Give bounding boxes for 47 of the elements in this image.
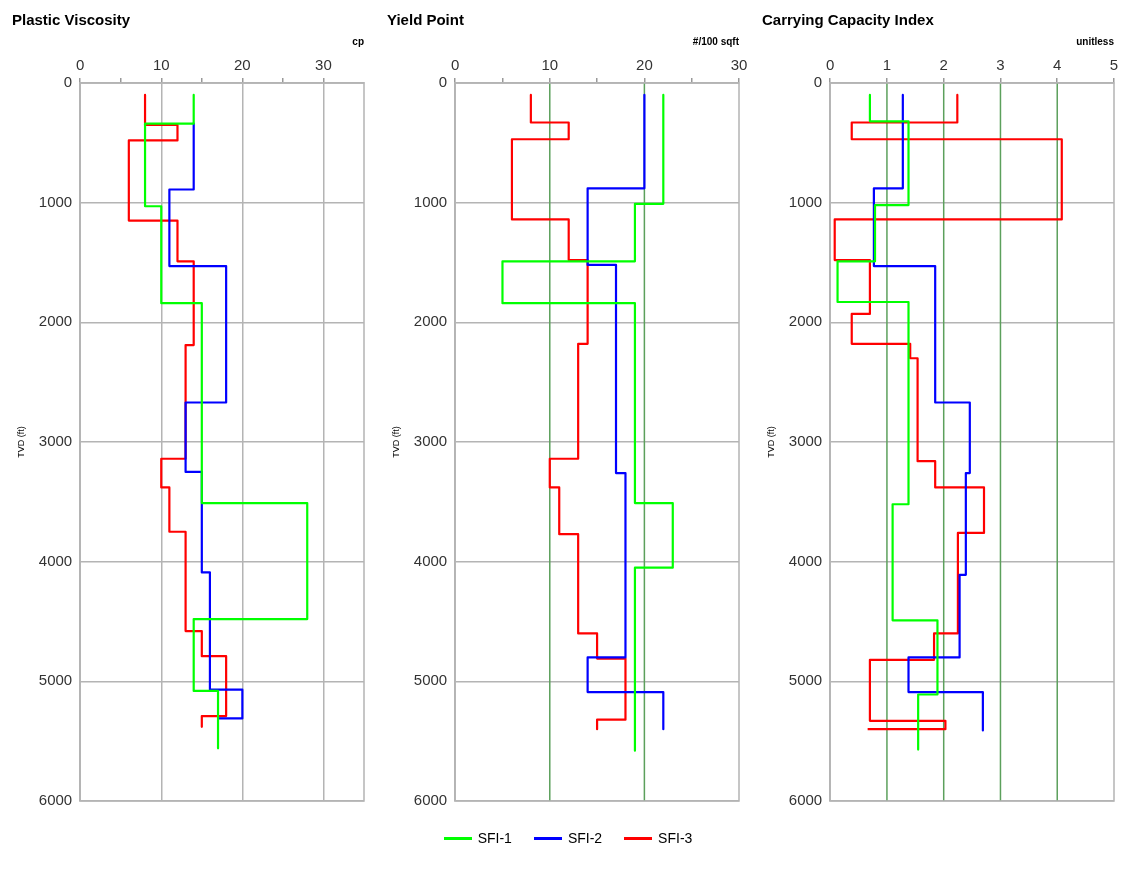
y-tick-label: 2000 (38, 312, 73, 330)
y-tick-label: 3000 (413, 432, 448, 450)
y-tick-label: 4000 (413, 551, 448, 569)
y-axis-title: TVD (ft) (15, 426, 26, 458)
y-tick-label: 0 (813, 73, 823, 91)
legend-label: SFI-2 (567, 830, 603, 846)
y-tick-label: 1000 (38, 192, 73, 210)
y-tick-label: 4000 (788, 551, 823, 569)
y-tick-label: 2000 (788, 312, 823, 330)
x-tick-label: 20 (234, 56, 251, 74)
y-axis-title: TVD (ft) (390, 426, 401, 458)
x-axis-title: cp (352, 35, 364, 47)
y-tick-label: 4000 (38, 551, 73, 569)
y-tick-label: 5000 (788, 671, 823, 689)
y-tick-label: 6000 (788, 791, 823, 809)
x-tick-label: 3 (996, 56, 1005, 74)
chart-title: Yield Point (387, 11, 464, 29)
x-axis-title: #/100 sqft (692, 35, 740, 47)
x-tick-label: 30 (730, 56, 748, 74)
y-tick-label: 6000 (38, 791, 73, 809)
x-tick-label: 30 (315, 56, 332, 74)
y-tick-label: 5000 (413, 671, 448, 689)
x-tick-label: 20 (636, 56, 653, 74)
x-axis-title: unitless (1076, 35, 1115, 47)
y-tick-label: 6000 (413, 791, 448, 809)
x-tick-label: 4 (1053, 56, 1062, 74)
y-tick-label: 3000 (38, 432, 73, 450)
chart-title: Plastic Viscosity (12, 11, 131, 29)
x-tick-label: 10 (152, 56, 170, 74)
chart-title: Carrying Capacity Index (762, 11, 935, 29)
y-tick-label: 5000 (38, 671, 73, 689)
y-tick-label: 1000 (413, 192, 448, 210)
x-tick-label: 0 (451, 56, 460, 74)
legend-label: SFI-3 (658, 830, 693, 846)
x-tick-label: 10 (541, 56, 559, 74)
legend-label: SFI-1 (477, 830, 512, 846)
y-tick-label: 0 (438, 73, 448, 91)
y-tick-label: 2000 (413, 312, 448, 330)
y-axis-title: TVD (ft) (765, 426, 776, 458)
x-tick-label: 0 (76, 56, 85, 74)
y-tick-label: 1000 (788, 192, 823, 210)
x-tick-label: 1 (882, 56, 892, 74)
x-tick-label: 5 (1109, 56, 1119, 74)
y-tick-label: 3000 (788, 432, 823, 450)
x-tick-label: 2 (939, 56, 948, 74)
x-tick-label: 0 (826, 56, 835, 74)
y-tick-label: 0 (63, 73, 73, 91)
